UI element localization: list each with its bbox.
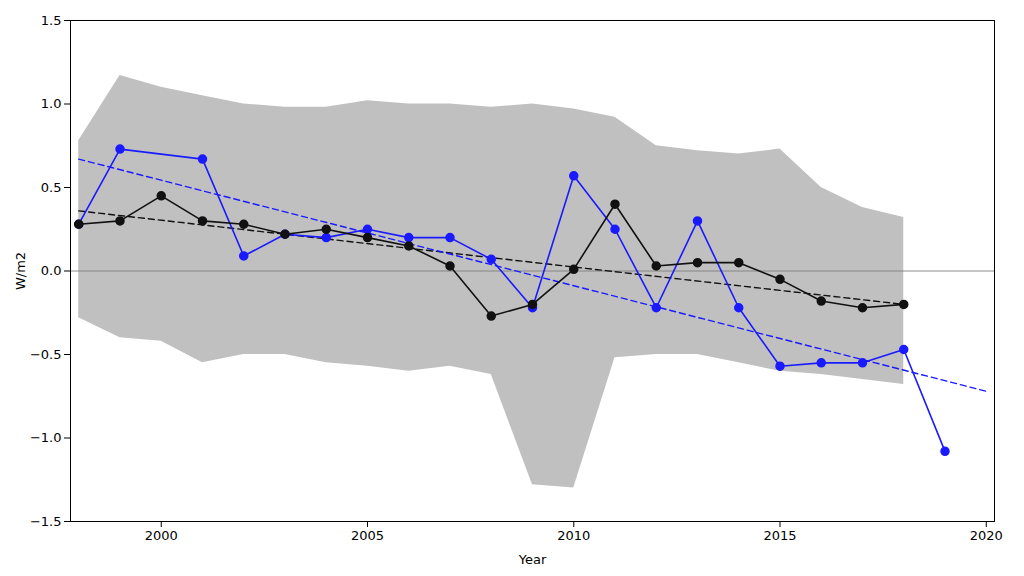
svg-text:2020: 2020 <box>970 528 1003 543</box>
svg-text:2000: 2000 <box>145 528 178 543</box>
svg-text:2015: 2015 <box>763 528 796 543</box>
svg-text:−1.0: −1.0 <box>30 430 62 445</box>
svg-text:2010: 2010 <box>557 528 590 543</box>
svg-text:0.0: 0.0 <box>41 263 62 278</box>
svg-text:−1.5: −1.5 <box>30 514 62 529</box>
svg-text:0.5: 0.5 <box>41 180 62 195</box>
svg-text:−0.5: −0.5 <box>30 347 62 362</box>
svg-text:Year: Year <box>518 552 547 567</box>
svg-text:W/m2: W/m2 <box>13 252 28 290</box>
svg-text:1.5: 1.5 <box>41 13 62 28</box>
svg-text:2005: 2005 <box>351 528 384 543</box>
svg-text:1.0: 1.0 <box>41 96 62 111</box>
